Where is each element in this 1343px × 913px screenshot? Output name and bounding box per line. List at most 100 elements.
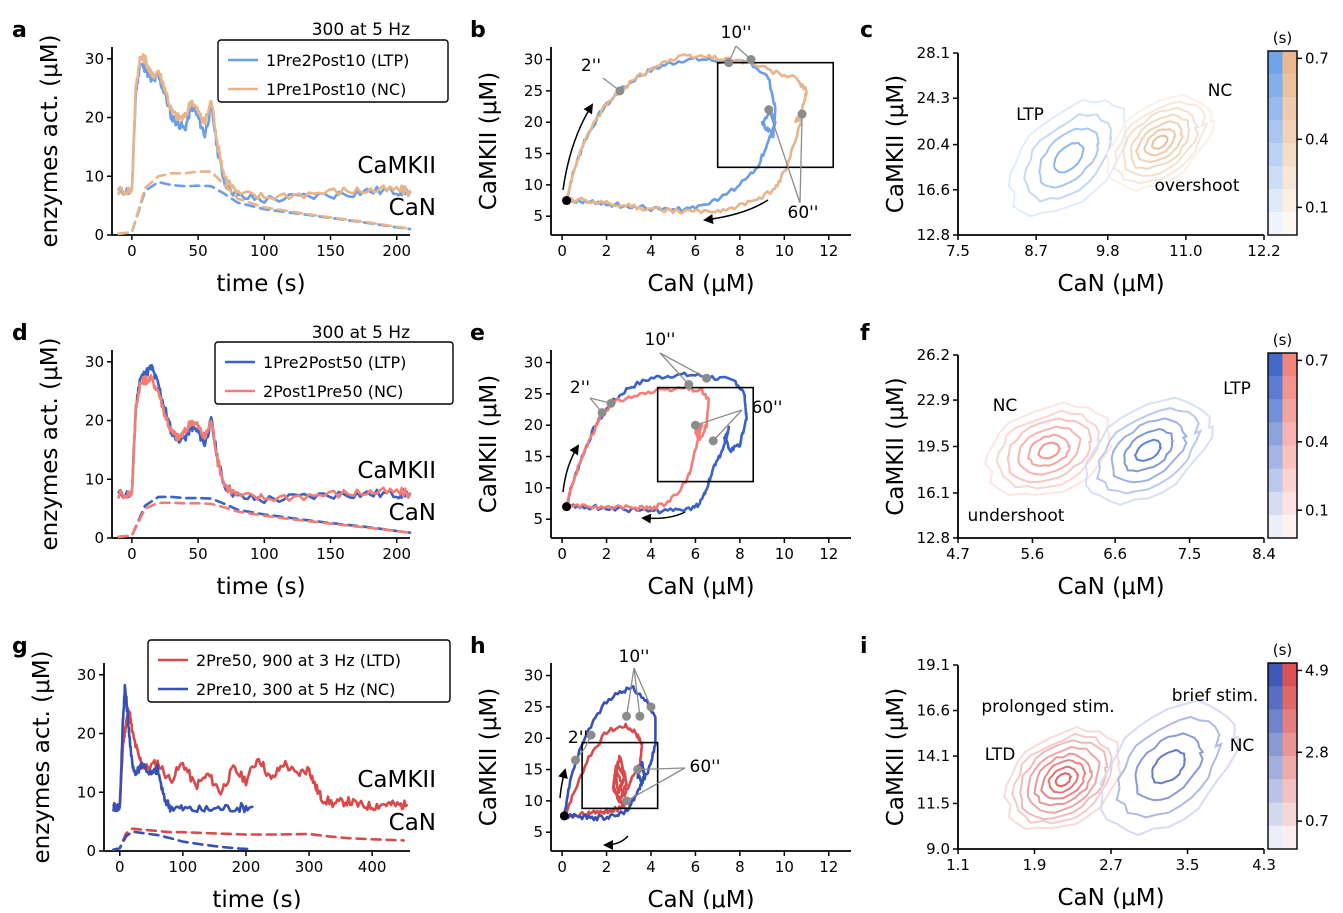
colorbar-cell — [1268, 74, 1283, 98]
x-tick-label: 12 — [819, 858, 838, 876]
start-point — [562, 196, 572, 206]
colorbar-cell — [1282, 756, 1297, 780]
x-tick-label: 150 — [316, 242, 345, 260]
y-axis-label: CaMKII (μM) — [476, 688, 502, 826]
x-axis-label: CaN (μM) — [1057, 574, 1164, 600]
label-can: CaN — [389, 500, 436, 526]
contour-level — [1006, 417, 1093, 484]
contour-level — [1037, 441, 1062, 460]
x-tick-label: 200 — [382, 242, 411, 260]
colorbar-cell — [1268, 97, 1283, 121]
x-tick-label: 2 — [602, 858, 612, 876]
x-tick-label: 4.7 — [946, 545, 970, 563]
colorbar-cell — [1268, 802, 1283, 827]
colorbar-cell — [1268, 732, 1283, 757]
x-tick-label: 0 — [115, 858, 125, 876]
y-tick-label: 14.1 — [917, 747, 950, 765]
legend-entry: 1Pre2Post10 (LTP) — [266, 51, 409, 70]
x-tick-label: 300 — [295, 858, 324, 876]
x-tick-label: 2 — [602, 545, 612, 563]
x-tick-label: 4 — [646, 242, 656, 260]
panel-label-e: e — [470, 321, 485, 346]
y-tick-label: 0 — [86, 842, 96, 860]
x-tick-label: 3.5 — [1176, 856, 1200, 874]
legend-entry: 2Post1Pre50 (NC) — [263, 382, 403, 401]
x-tick-label: 7.5 — [1178, 545, 1202, 563]
start-point — [562, 502, 572, 512]
contour-level — [995, 409, 1100, 490]
panel-label-h: h — [470, 634, 486, 659]
x-tick-label: 100 — [250, 545, 279, 563]
colorbar: (s) 0.1 0.4 0.7 — [1267, 331, 1329, 539]
y-axis-label: enzymes act. (μM) — [29, 650, 55, 863]
colorbar-cell — [1268, 189, 1283, 213]
annotation-label: 60'' — [788, 203, 819, 223]
colorbar-cell — [1268, 445, 1283, 470]
x-tick-label: 6 — [691, 545, 701, 563]
contour-level — [1040, 759, 1087, 800]
series-line-can — [112, 827, 405, 852]
contour-level — [1129, 113, 1191, 170]
colorbar-label: (s) — [1273, 641, 1293, 659]
x-tick-label: 1.1 — [946, 856, 970, 874]
y-tick-label: 22.9 — [917, 391, 950, 409]
panel-g-axes: 0 100 200 300 400 0 10 20 30 time (s) enzymes act.… — [29, 650, 410, 913]
y-tick-label: 5 — [533, 823, 543, 841]
x-tick-label: 2 — [602, 242, 612, 260]
x-tick-label: 12 — [819, 545, 838, 563]
panel-label-b: b — [470, 18, 486, 43]
x-tick-label: 9.8 — [1096, 242, 1120, 260]
x-tick-label: 2.7 — [1099, 856, 1123, 874]
colorbar: (s) 0.7 2.8 4.9 — [1267, 641, 1329, 850]
x-tick-label: 10 — [775, 858, 794, 876]
series-line-camkii — [117, 374, 412, 503]
colorbar-cell — [1268, 514, 1283, 539]
y-tick-label: 30 — [85, 50, 104, 68]
contour-level — [1115, 715, 1223, 819]
x-axis-label: CaN (μM) — [1057, 885, 1164, 909]
colorbar-cell — [1268, 376, 1283, 400]
contour-level — [1084, 396, 1214, 506]
colorbar-cell — [1268, 166, 1283, 190]
colorbar-tick-label: 0.7 — [1305, 351, 1329, 369]
colorbar-cell — [1268, 422, 1283, 446]
colorbar-tick-label: 4.9 — [1305, 661, 1329, 679]
x-tick-label: 4.3 — [1252, 856, 1276, 874]
colorbar-cell — [1282, 212, 1297, 236]
annotation-pointer — [574, 747, 586, 761]
colorbar-cell — [1268, 468, 1283, 493]
y-tick-label: 20.4 — [917, 136, 950, 154]
region-label: LTP — [1016, 105, 1044, 125]
colorbar-cell — [1282, 422, 1297, 446]
legend: 1Pre2Post50 (LTP) 2Post1Pre50 (NC) — [214, 341, 454, 405]
colorbar-cell — [1282, 686, 1297, 710]
y-tick-label: 20 — [524, 416, 543, 434]
legend-entry: 2Pre10, 300 at 5 Hz (NC) — [196, 680, 395, 699]
contour-level — [1134, 732, 1205, 802]
colorbar: (s) 0.1 0.4 0.7 — [1267, 29, 1329, 236]
phase-trajectory — [563, 722, 644, 820]
y-tick-label: 12.8 — [917, 529, 950, 547]
phase-trajectory — [563, 685, 657, 822]
y-tick-label: 25 — [524, 698, 543, 716]
colorbar-cell — [1268, 663, 1283, 687]
y-tick-label: 12.8 — [917, 226, 950, 244]
contour-level — [1143, 127, 1177, 157]
region-label: undershoot — [968, 506, 1065, 526]
x-tick-label: 100 — [250, 242, 279, 260]
y-tick-label: 30 — [85, 353, 104, 371]
x-tick-label: 11.0 — [1169, 242, 1202, 260]
y-tick-label: 5 — [533, 207, 543, 225]
annotation-pointer — [695, 409, 743, 426]
colorbar-cell — [1282, 74, 1297, 98]
colorbar-cell — [1282, 376, 1297, 400]
y-axis-label: enzymes act. (μM) — [37, 34, 63, 247]
x-tick-label: 12.2 — [1247, 242, 1280, 260]
y-tick-label: 10 — [524, 176, 543, 194]
colorbar-cell — [1282, 468, 1297, 493]
colorbar-label: (s) — [1273, 29, 1293, 47]
colorbar-cell — [1282, 825, 1297, 850]
x-axis-label: time (s) — [216, 271, 305, 297]
annotation-pointer — [799, 114, 803, 204]
colorbar-label: (s) — [1273, 331, 1293, 349]
